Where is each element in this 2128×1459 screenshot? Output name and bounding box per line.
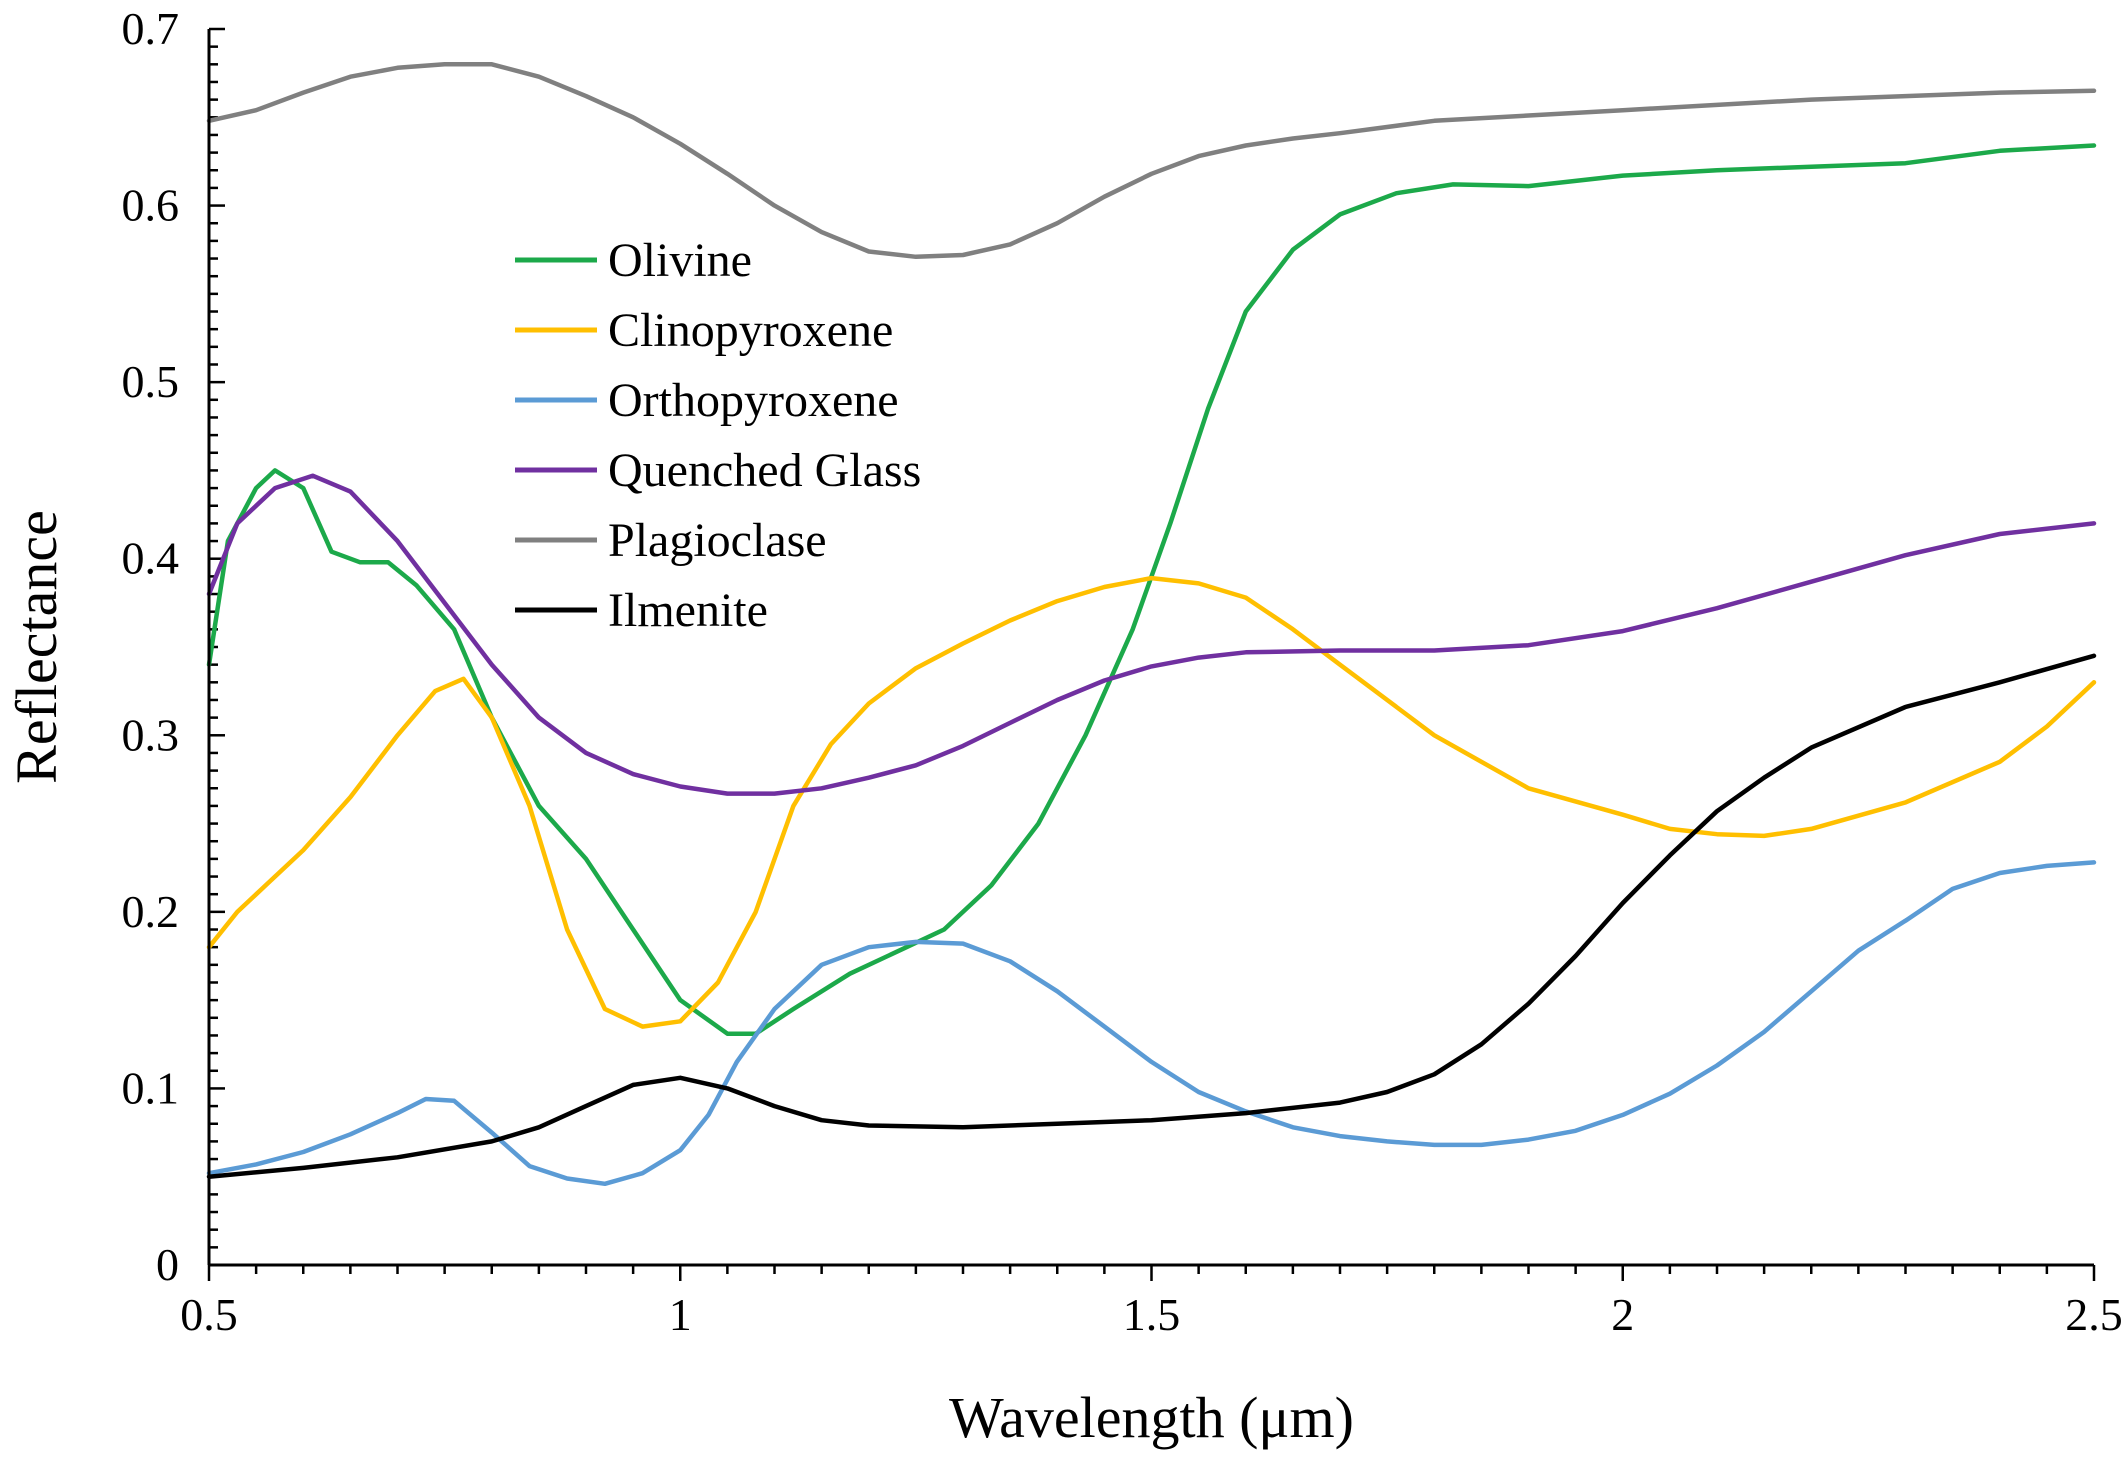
series-line-orthopyroxene [206, 860, 2097, 1187]
legend: Olivine Clinopyroxene Orthopyroxene Quenche… [515, 234, 921, 637]
series-line-plagioclase [206, 62, 2097, 260]
y-tick-labels: 0 0.1 0.2 0.3 0.4 0.5 0.6 0.7 [122, 3, 180, 1290]
y-tick-label: 0.2 [122, 886, 180, 937]
x-tick-label: 0.5 [180, 1289, 238, 1340]
legend-label-ilmenite: Ilmenite [608, 584, 768, 637]
x-tick-labels: 0.5 1 1.5 2 2.5 [180, 1289, 2123, 1340]
legend-label-quenched-glass: Quenched Glass [608, 444, 921, 497]
legend-label-olivine: Olivine [608, 234, 752, 287]
x-tick-label: 2.5 [2065, 1289, 2123, 1340]
x-tick-label: 1.5 [1123, 1289, 1181, 1340]
x-tick-marks [207, 1265, 2096, 1281]
legend-label-orthopyroxene: Orthopyroxene [608, 374, 899, 427]
series-line-ilmenite [206, 653, 2097, 1179]
y-tick-label: 0.7 [122, 3, 180, 54]
x-tick-label: 2 [1611, 1289, 1634, 1340]
series-lines [206, 62, 2097, 1187]
y-tick-label: 0 [156, 1239, 179, 1290]
legend-label-plagioclase: Plagioclase [608, 514, 827, 567]
y-tick-label: 0.5 [122, 356, 180, 407]
legend-label-clinopyroxene: Clinopyroxene [608, 304, 893, 357]
series-line-quenched-glass [206, 473, 2097, 796]
series-line-olivine [206, 143, 2097, 1036]
y-tick-label: 0.4 [122, 533, 180, 584]
series-line-clinopyroxene [206, 575, 2097, 1029]
y-tick-label: 0.1 [122, 1062, 180, 1113]
x-axis-title: Wavelength (μm) [949, 1385, 1354, 1450]
x-tick-label: 1 [669, 1289, 692, 1340]
y-tick-label: 0.3 [122, 709, 180, 760]
y-axis-title: Reflectance [4, 510, 69, 784]
y-tick-label: 0.6 [122, 180, 180, 231]
